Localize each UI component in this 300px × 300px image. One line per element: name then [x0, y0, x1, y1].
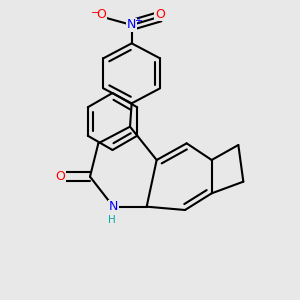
Text: O: O: [55, 170, 65, 183]
Text: H: H: [108, 215, 116, 225]
Text: N: N: [109, 200, 118, 213]
Text: N: N: [127, 19, 136, 32]
Text: O: O: [97, 8, 106, 21]
Text: O: O: [155, 8, 165, 21]
Text: +: +: [134, 16, 142, 26]
Text: −: −: [90, 8, 100, 18]
